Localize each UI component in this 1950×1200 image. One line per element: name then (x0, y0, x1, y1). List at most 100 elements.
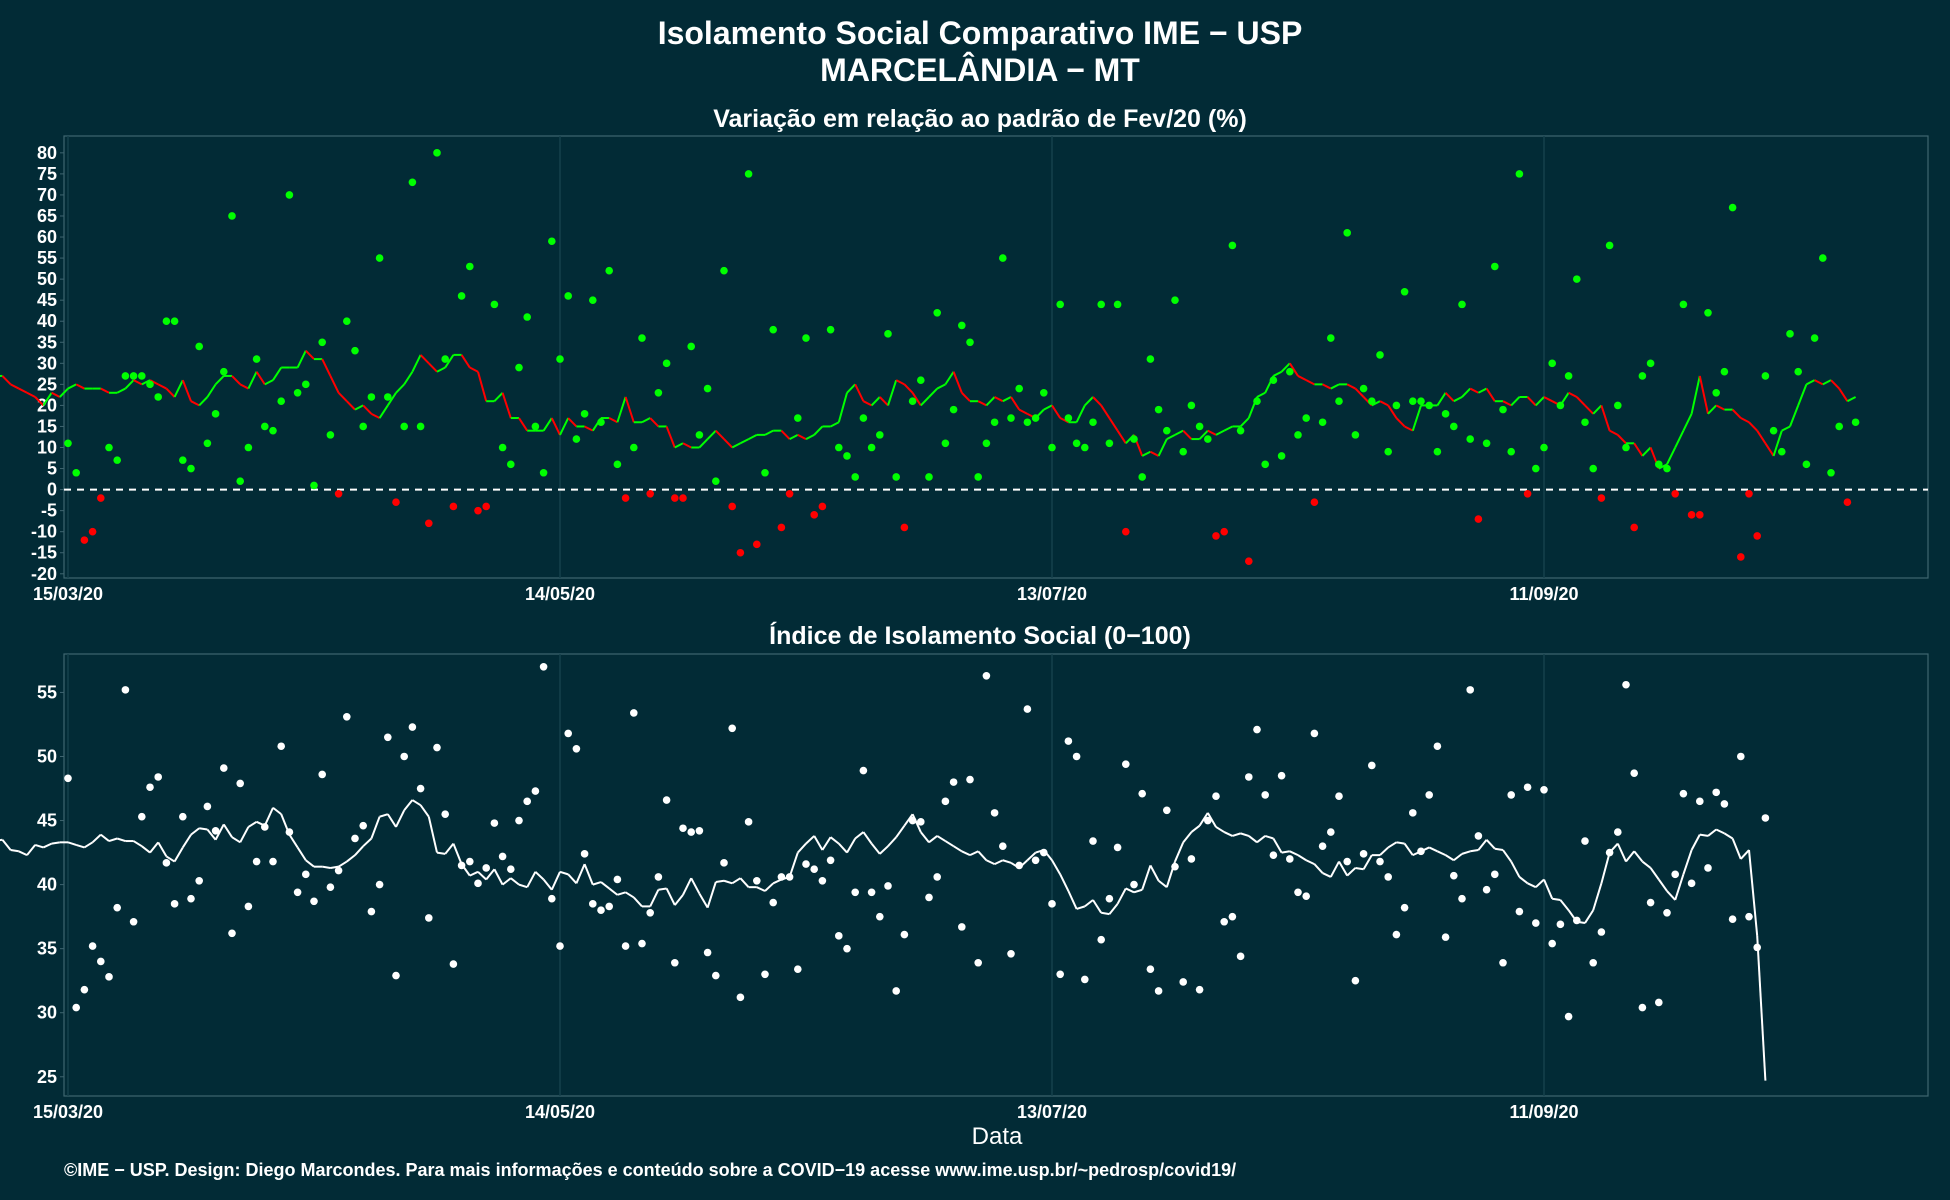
moving-average-segment (977, 400, 987, 407)
data-point (359, 422, 368, 431)
moving-average-segment (952, 371, 963, 394)
moving-average-segment (239, 826, 250, 843)
moving-average-segment (1239, 417, 1250, 428)
moving-average-segment (879, 396, 889, 407)
moving-average-segment (0, 838, 3, 842)
data-point (261, 823, 269, 831)
moving-average-segment (1, 839, 12, 851)
data-point (1277, 452, 1286, 460)
moving-average-segment (592, 881, 602, 886)
data-point (441, 355, 450, 363)
moving-average-segment (1092, 899, 1103, 914)
moving-average-segment (460, 354, 471, 369)
data-point (818, 502, 827, 511)
data-point (1523, 490, 1532, 498)
data-point (654, 873, 663, 881)
data-point (1286, 367, 1294, 376)
data-point (293, 388, 302, 397)
data-point (1507, 447, 1515, 456)
data-point (1269, 851, 1278, 859)
data-point (638, 939, 646, 948)
footer-credit: ©IME − USP. Design: Diego Marcondes. Par… (64, 1160, 1236, 1180)
moving-average-segment (1305, 859, 1315, 866)
moving-average-segment (108, 837, 118, 843)
moving-average-segment (75, 383, 85, 390)
data-point (1146, 965, 1155, 973)
moving-average-segment (1666, 890, 1676, 901)
moving-average-segment (34, 396, 45, 407)
data-point (1064, 414, 1073, 422)
data-point (900, 523, 909, 532)
data-point (769, 898, 777, 907)
moving-average-segment (1313, 863, 1324, 874)
moving-average-segment (403, 371, 414, 385)
moving-average-segment (100, 387, 110, 394)
moving-average-segment (1206, 812, 1217, 828)
moving-average-segment (584, 425, 594, 432)
data-point (1433, 742, 1442, 751)
data-point (515, 363, 523, 372)
data-point (1023, 705, 1032, 713)
data-point (1466, 435, 1474, 443)
data-point (695, 827, 704, 835)
moving-average-segment (1657, 878, 1668, 892)
moving-average-segment (1232, 832, 1241, 837)
data-point (859, 414, 868, 422)
x-axis-label: Data (972, 1123, 1023, 1150)
moving-average-segment (1526, 396, 1537, 407)
moving-average-segment (296, 846, 307, 861)
moving-average-segment (616, 396, 627, 423)
moving-average-segment (322, 865, 331, 869)
data-point (958, 321, 966, 330)
data-point (1843, 498, 1852, 507)
data-point (589, 900, 597, 908)
data-point (982, 439, 991, 448)
moving-average-segment (386, 813, 397, 828)
moving-average-segment (674, 894, 684, 906)
moving-average-segment (1617, 434, 1627, 444)
data-point (867, 443, 876, 452)
data-point (1704, 309, 1712, 317)
moving-average-segment (920, 396, 930, 407)
moving-average-segment (1535, 396, 1545, 407)
moving-average-segment (141, 845, 151, 854)
data-point (441, 810, 450, 818)
moving-average-segment (305, 349, 315, 360)
moving-average-segment (10, 383, 20, 390)
data-point (1400, 903, 1409, 912)
moving-average-segment (788, 852, 799, 878)
data-point (589, 296, 597, 304)
moving-average-segment (1600, 852, 1611, 884)
data-point (310, 897, 318, 906)
moving-average-segment (1174, 429, 1184, 436)
data-point (392, 498, 400, 507)
moving-average-segment (550, 417, 561, 436)
data-point (1359, 384, 1368, 393)
data-point (1072, 752, 1081, 761)
moving-average-segment (1322, 383, 1332, 390)
moving-average-segment (18, 850, 28, 857)
data-point (564, 292, 572, 300)
data-point (630, 709, 638, 717)
moving-average-segment (354, 845, 364, 856)
data-point (449, 502, 458, 511)
data-point (236, 779, 244, 788)
moving-average-segment (797, 842, 807, 854)
moving-average-segment (26, 844, 36, 856)
moving-average-segment (559, 417, 570, 436)
data-point (712, 971, 720, 980)
data-point (679, 494, 687, 502)
moving-average-segment (1470, 849, 1479, 853)
data-point (113, 903, 121, 912)
data-point (867, 888, 876, 897)
moving-average-segment (1076, 905, 1086, 910)
moving-average-segment (518, 883, 528, 889)
data-point (941, 439, 950, 448)
data-point (334, 866, 343, 875)
data-point (1327, 334, 1335, 342)
moving-average-segment (1485, 839, 1496, 850)
moving-average-segment (1527, 882, 1537, 889)
moving-average-segment (346, 854, 356, 863)
data-point (1605, 848, 1614, 857)
moving-average-segment (805, 835, 815, 845)
